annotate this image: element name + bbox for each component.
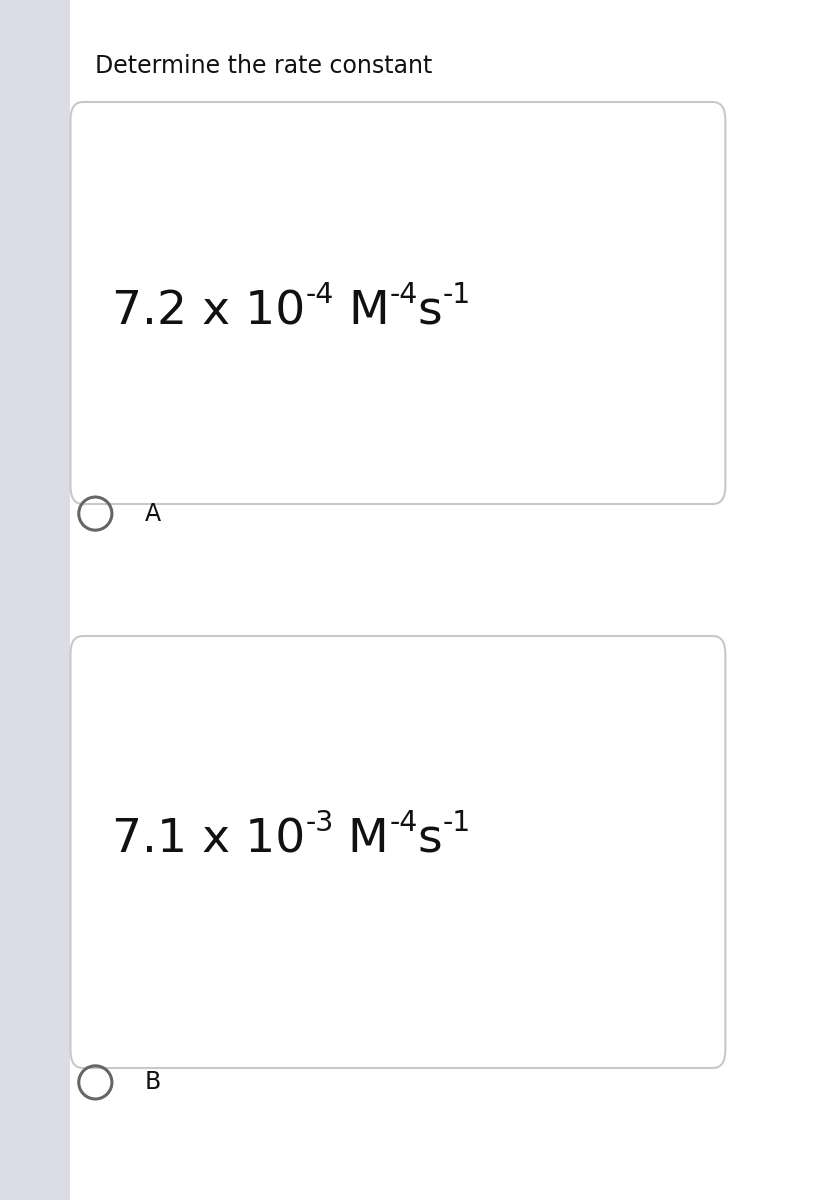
- Text: A: A: [145, 502, 161, 526]
- Text: B: B: [145, 1070, 161, 1094]
- Text: s: s: [417, 289, 442, 335]
- Text: -4: -4: [388, 809, 417, 836]
- Text: M: M: [333, 289, 389, 335]
- Text: -3: -3: [305, 809, 333, 836]
- Bar: [0, 0, 70, 1200]
- Text: -1: -1: [442, 281, 470, 308]
- Text: M: M: [333, 817, 388, 863]
- Text: 7.1 x 10: 7.1 x 10: [112, 817, 305, 863]
- Text: s: s: [417, 817, 441, 863]
- Text: -4: -4: [305, 281, 333, 308]
- FancyBboxPatch shape: [70, 636, 724, 1068]
- Text: -1: -1: [441, 809, 469, 836]
- Text: Determine the rate constant: Determine the rate constant: [95, 54, 432, 78]
- Text: -4: -4: [389, 281, 417, 308]
- FancyBboxPatch shape: [70, 102, 724, 504]
- Text: 7.2 x 10: 7.2 x 10: [112, 289, 305, 335]
